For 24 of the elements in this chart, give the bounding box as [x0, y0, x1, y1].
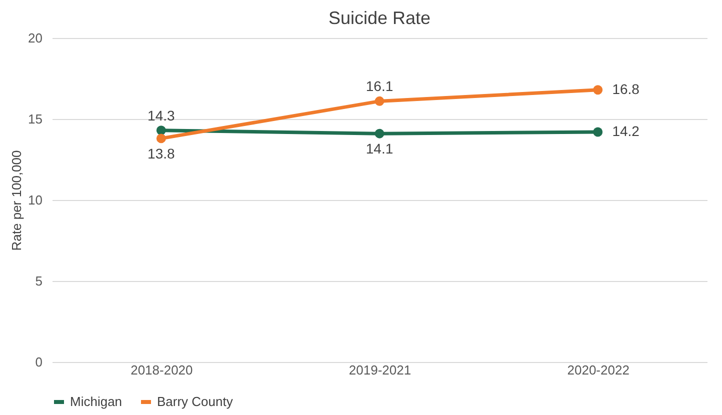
data-label: 14.1: [366, 140, 394, 157]
data-label: 14.2: [612, 122, 640, 139]
data-label: 16.8: [612, 80, 640, 97]
y-tick-label: 5: [35, 274, 42, 288]
data-label: 14.3: [148, 107, 176, 124]
legend-label: Barry County: [157, 394, 234, 409]
x-tick-label: 2020-2022: [567, 362, 630, 378]
y-tick-label: 15: [28, 112, 42, 126]
point: [156, 126, 166, 136]
y-tick-label: 0: [35, 354, 42, 370]
y-tick-label: 10: [28, 192, 42, 208]
data-label: 16.1: [366, 78, 394, 94]
x-tick-label: 2019-2021: [348, 362, 412, 378]
point: [374, 96, 384, 106]
chart-title: Suicide Rate: [328, 8, 431, 28]
point: [374, 128, 384, 138]
x-tick-label: 2018-2020: [130, 362, 193, 378]
y-tick-label: 20: [28, 30, 42, 46]
data-label: 13.8: [148, 145, 176, 162]
point: [593, 127, 603, 137]
point: [593, 85, 603, 95]
point: [156, 134, 166, 144]
y-axis-title: Rate per 100,000: [9, 150, 24, 251]
legend-label: Michigan: [70, 394, 122, 409]
